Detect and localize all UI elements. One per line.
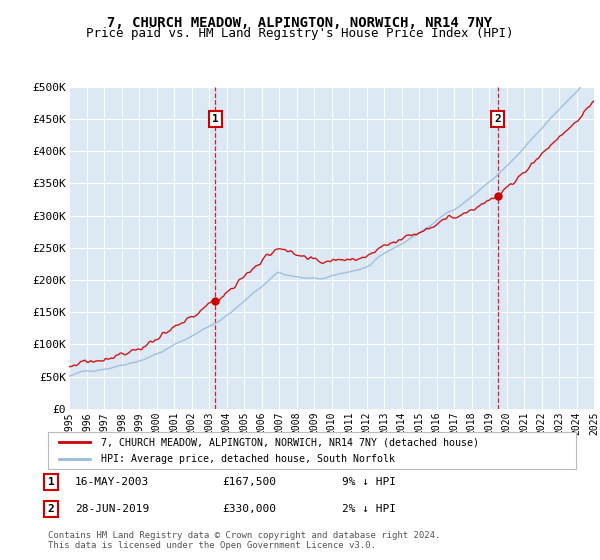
- Text: £330,000: £330,000: [222, 504, 276, 514]
- Text: 1: 1: [47, 477, 55, 487]
- Text: 2: 2: [47, 504, 55, 514]
- Text: 2% ↓ HPI: 2% ↓ HPI: [342, 504, 396, 514]
- Text: 1: 1: [212, 114, 219, 124]
- Text: Price paid vs. HM Land Registry's House Price Index (HPI): Price paid vs. HM Land Registry's House …: [86, 27, 514, 40]
- Text: HPI: Average price, detached house, South Norfolk: HPI: Average price, detached house, Sout…: [101, 454, 395, 464]
- Text: 16-MAY-2003: 16-MAY-2003: [75, 477, 149, 487]
- Text: 2: 2: [494, 114, 501, 124]
- Text: Contains HM Land Registry data © Crown copyright and database right 2024.
This d: Contains HM Land Registry data © Crown c…: [48, 531, 440, 550]
- Text: 9% ↓ HPI: 9% ↓ HPI: [342, 477, 396, 487]
- Text: 7, CHURCH MEADOW, ALPINGTON, NORWICH, NR14 7NY: 7, CHURCH MEADOW, ALPINGTON, NORWICH, NR…: [107, 16, 493, 30]
- Text: 7, CHURCH MEADOW, ALPINGTON, NORWICH, NR14 7NY (detached house): 7, CHURCH MEADOW, ALPINGTON, NORWICH, NR…: [101, 437, 479, 447]
- Text: £167,500: £167,500: [222, 477, 276, 487]
- Text: 28-JUN-2019: 28-JUN-2019: [75, 504, 149, 514]
